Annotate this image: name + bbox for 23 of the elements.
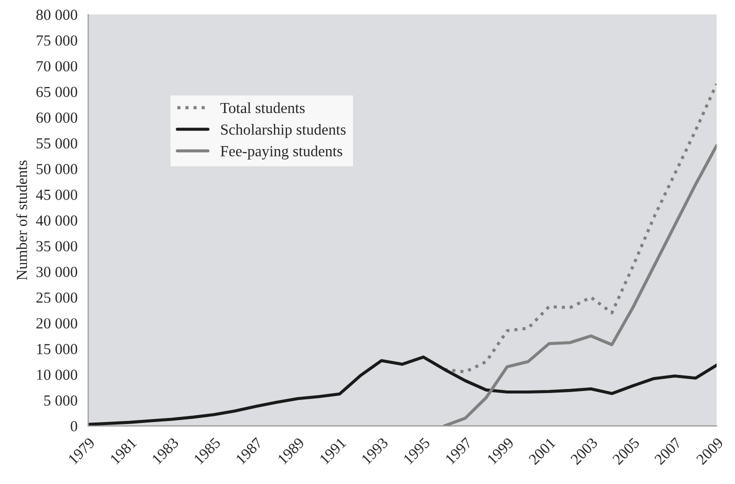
y-tick-label: 35 000	[36, 241, 78, 252]
line-series	[442, 144, 717, 426]
y-tick-label: 10 000	[37, 370, 78, 380]
y-tick-label: 0	[70, 421, 78, 432]
y-tick-label: 5 000	[44, 395, 78, 406]
legend-label: Scholarship students	[221, 124, 346, 138]
y-axis-title: Number of students	[16, 160, 28, 280]
legend-label: Fee-paying students	[220, 146, 342, 160]
y-tick-label: 30 000	[36, 266, 78, 278]
y-tick-label: 25 000	[36, 292, 78, 303]
y-tick-label: 50 000	[36, 164, 78, 174]
y-tick-label: 15 000	[37, 344, 78, 354]
y-tick-label: 70 000	[36, 61, 78, 72]
y-tick-label: 65 000	[36, 86, 78, 98]
y-tick-label: 40 000	[36, 215, 78, 226]
y-tick-label: 20 000	[36, 318, 78, 329]
y-tick-label: 60 000	[36, 112, 78, 123]
line-series	[442, 82, 717, 374]
y-tick-label: 45 000	[36, 190, 78, 200]
y-tick-label: 80 000	[36, 10, 78, 20]
legend-label: Total students	[220, 102, 305, 114]
y-tick-label: 55 000	[36, 138, 78, 149]
y-tick-label: 75 000	[36, 35, 78, 46]
